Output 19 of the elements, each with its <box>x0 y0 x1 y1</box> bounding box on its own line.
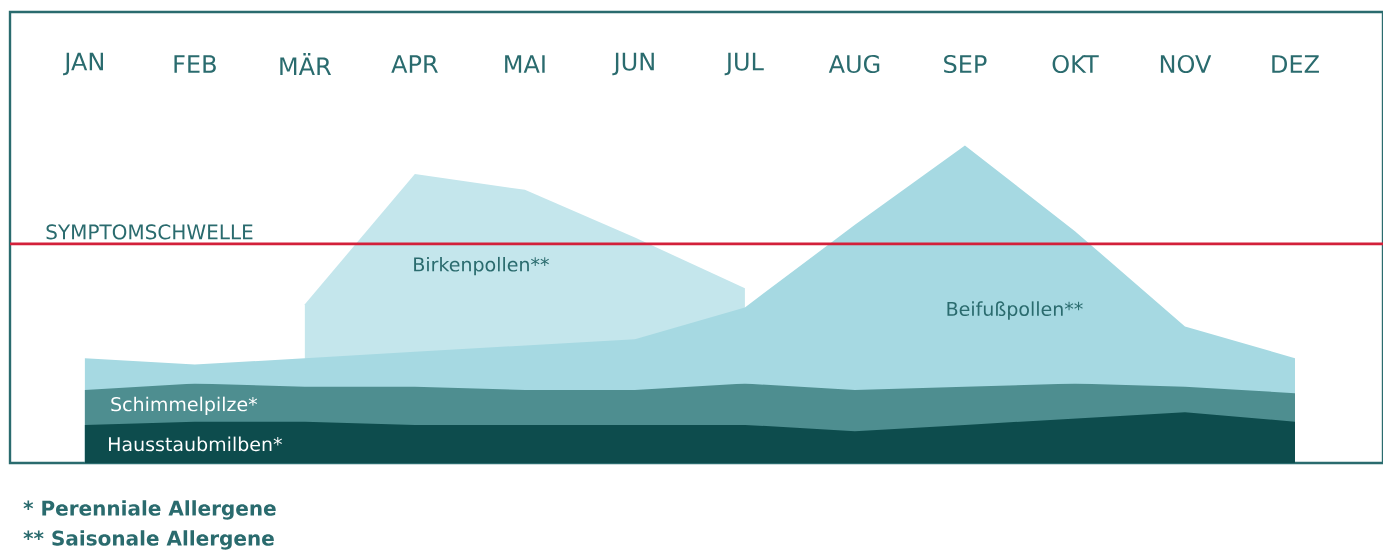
x-tick-label: JAN <box>63 52 103 76</box>
series-label: Birkenpollen** <box>414 256 549 276</box>
x-tick-label: MÄR <box>280 53 332 75</box>
x-tick-label: OKT <box>1052 54 1099 74</box>
x-tick-label: JUN <box>612 52 654 76</box>
text: * Perenniale Allergene <box>23 500 276 520</box>
x-tick-label: NOV <box>1160 54 1212 74</box>
x-tick-label: SEP <box>944 54 987 74</box>
series-label: Beifußpollen** <box>947 301 1083 320</box>
x-tick-label: AUG <box>828 54 880 74</box>
series-label: Hausstaubmilben* <box>109 436 282 452</box>
series-label: Schimmelpilze* <box>111 396 258 416</box>
x-tick-label: DEZ <box>1272 55 1319 73</box>
x-tick-label: MAI <box>505 55 545 73</box>
x-tick-label: APR <box>391 55 438 73</box>
text: ** Saisonale Allergene <box>23 530 274 550</box>
x-tick-label: JUL <box>724 52 764 76</box>
ref-line-label: SYMPTOMSCHWELLE <box>46 224 253 240</box>
x-tick-label: FEB <box>174 55 216 73</box>
